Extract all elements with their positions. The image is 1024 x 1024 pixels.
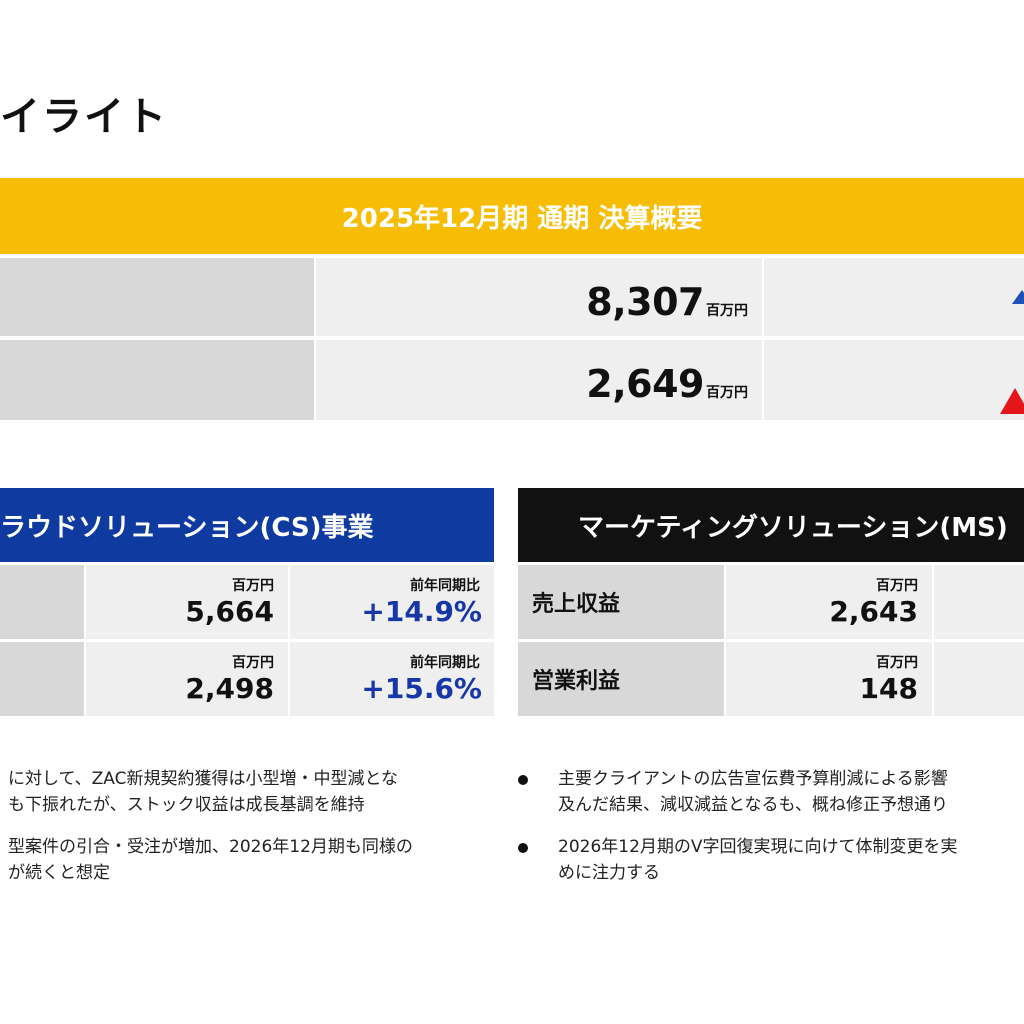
ms-row-1-value: 2,643 xyxy=(829,595,918,628)
cs-bullet-2-text: 型案件の引合・受注が増加、2026年12月期も同様の が続くと想定 xyxy=(8,837,413,883)
summary-title: 2025年12月期 通期 決算概要 xyxy=(341,203,703,234)
ms-bullet-1-text: 主要クライアントの広告宣伝費予算削減による影響 及んだ結果、減収減益となるも、概… xyxy=(558,769,948,815)
down-arrow-icon xyxy=(1000,388,1024,414)
summary-row-1-label-cell xyxy=(0,258,314,336)
summary-row-2-value-cell: 2,649 百万円 xyxy=(316,340,762,420)
summary-row-2-change-cell xyxy=(764,340,1024,420)
ms-bullet-1: 主要クライアントの広告宣伝費予算削減による影響 及んだ結果、減収減益となるも、概… xyxy=(518,766,1024,820)
bullet-dot-icon xyxy=(518,775,528,785)
cs-row-2-change-label: 前年同期比 xyxy=(410,655,480,671)
cs-row-1-unit: 百万円 xyxy=(232,578,274,594)
summary-row-2-label-cell xyxy=(0,340,314,420)
cs-row-2-unit: 百万円 xyxy=(232,655,274,671)
cs-row-2-change-cell: 前年同期比 +15.6% xyxy=(290,642,494,716)
summary-row-1-value: 8,307 百万円 xyxy=(586,280,748,324)
ms-row-2-value-cell: 百万円 148 xyxy=(726,642,932,716)
ms-row-2-value: 148 xyxy=(859,672,918,705)
ms-row-2-unit: 百万円 xyxy=(876,655,918,671)
ms-bullet-2: 2026年12月期のV字回復実現に向けて体制変更を実 めに注力する xyxy=(518,834,1024,888)
page-title: イライト xyxy=(0,94,168,140)
cs-row-2-label-cell xyxy=(0,642,84,716)
cs-row-1-value-cell: 百万円 5,664 xyxy=(86,565,288,639)
cs-row-2-change: +15.6% xyxy=(361,672,482,705)
cs-bullet-1-text: に対して、ZAC新規契約獲得は小型増・中型減とな も下振れたが、ストック収益は成… xyxy=(8,769,398,815)
ms-row-1-change-cell xyxy=(934,565,1024,639)
ms-section-header: マーケティングソリューション(MS) xyxy=(518,488,1024,562)
bullet-dot-icon xyxy=(518,843,528,853)
up-arrow-icon xyxy=(1012,290,1024,304)
ms-row-2-change-cell xyxy=(934,642,1024,716)
cs-row-1-change-cell: 前年同期比 +14.9% xyxy=(290,565,494,639)
cs-section-title: ラウドソリューション(CS)事業 xyxy=(0,512,374,543)
cs-bullet-1: に対して、ZAC新規契約獲得は小型増・中型減とな も下振れたが、ストック収益は成… xyxy=(0,766,508,820)
cs-row-2-value-cell: 百万円 2,498 xyxy=(86,642,288,716)
cs-row-1-value: 5,664 xyxy=(185,595,274,628)
summary-row-1-change-cell xyxy=(764,258,1024,336)
ms-section-title: マーケティングソリューション(MS) xyxy=(578,512,1008,543)
ms-row-1-label: 売上収益 xyxy=(518,565,724,639)
cs-row-1-change: +14.9% xyxy=(361,595,482,628)
summary-row-1-value-cell: 8,307 百万円 xyxy=(316,258,762,336)
cs-row-1-label-cell xyxy=(0,565,84,639)
cs-row-1-change-label: 前年同期比 xyxy=(410,578,480,594)
cs-bullet-2: 型案件の引合・受注が増加、2026年12月期も同様の が続くと想定 xyxy=(0,834,508,888)
ms-row-1-unit: 百万円 xyxy=(876,578,918,594)
cs-section-header: ラウドソリューション(CS)事業 xyxy=(0,488,494,562)
ms-bullet-2-text: 2026年12月期のV字回復実現に向けて体制変更を実 めに注力する xyxy=(558,837,958,883)
summary-row-2-value: 2,649 百万円 xyxy=(586,362,748,406)
summary-banner: 2025年12月期 通期 決算概要 xyxy=(0,178,1024,254)
ms-row-1-value-cell: 百万円 2,643 xyxy=(726,565,932,639)
cs-row-2-value: 2,498 xyxy=(185,672,274,705)
ms-row-2-label: 営業利益 xyxy=(518,642,724,716)
